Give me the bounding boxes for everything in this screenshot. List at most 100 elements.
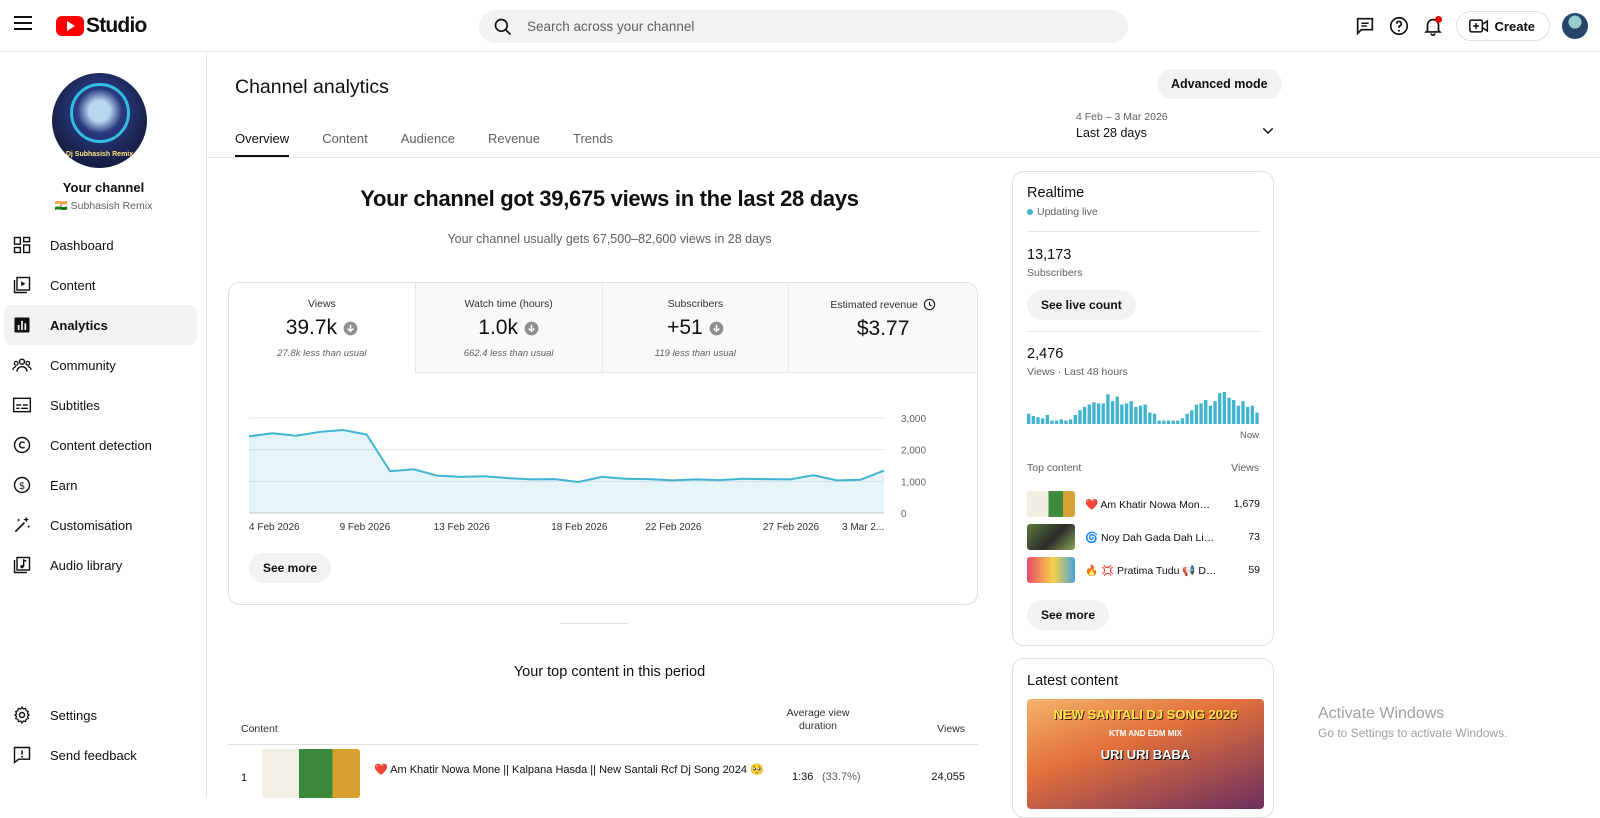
- menu-icon[interactable]: [14, 16, 32, 30]
- realtime-bar[interactable]: [1162, 420, 1166, 424]
- column-average-view-duration[interactable]: Average view duration: [786, 707, 850, 732]
- realtime-bar[interactable]: [1120, 404, 1124, 424]
- realtime-bar[interactable]: [1180, 418, 1185, 424]
- realtime-bar[interactable]: [1148, 412, 1152, 424]
- sidebar-item-settings[interactable]: Settings: [4, 695, 197, 735]
- realtime-bar[interactable]: [1124, 403, 1129, 424]
- metric-views[interactable]: Views 39.7k 27.8k less than usual: [229, 283, 416, 373]
- realtime-bar[interactable]: [1138, 405, 1143, 424]
- youtube-logo-icon: [56, 16, 84, 36]
- sidebar-item-subtitles[interactable]: Subtitles: [4, 385, 197, 425]
- tab-audience[interactable]: Audience: [400, 131, 455, 146]
- realtime-bar[interactable]: [1213, 401, 1217, 424]
- realtime-bar[interactable]: [1115, 396, 1119, 424]
- search-input[interactable]: [527, 19, 1087, 34]
- realtime-bar[interactable]: [1036, 417, 1040, 424]
- see-more-button[interactable]: See more: [249, 553, 332, 583]
- realtime-bar[interactable]: [1218, 393, 1222, 424]
- table-row[interactable]: 1 ❤️ Am Khatir Nowa Mone || Kalpana Hasd…: [228, 746, 978, 798]
- metric-estimated-revenue[interactable]: Estimated revenue $3.77: [789, 283, 977, 373]
- realtime-bar[interactable]: [1199, 403, 1203, 424]
- realtime-bar[interactable]: [1176, 420, 1180, 424]
- metric-watch-time[interactable]: Watch time (hours) 1.0k 662.4 less than …: [415, 283, 603, 373]
- metric-subscribers[interactable]: Subscribers +51 119 less than usual: [602, 283, 790, 373]
- realtime-bar[interactable]: [1190, 410, 1194, 424]
- realtime-bar[interactable]: [1129, 401, 1133, 424]
- sidebar-item-dashboard[interactable]: Dashboard: [4, 225, 197, 265]
- tab-revenue[interactable]: Revenue: [487, 131, 540, 146]
- video-thumbnail[interactable]: [262, 749, 360, 798]
- realtime-bar[interactable]: [1204, 400, 1208, 424]
- realtime-bar[interactable]: [1232, 400, 1236, 424]
- create-button[interactable]: Create: [1455, 11, 1550, 41]
- studio-logo[interactable]: Studio: [56, 14, 147, 38]
- sidebar-item-community[interactable]: Community: [4, 345, 197, 385]
- see-live-count-button[interactable]: See live count: [1027, 290, 1136, 320]
- date-range-picker[interactable]: 4 Feb – 3 Mar 2026 Last 28 days: [1076, 111, 1276, 140]
- realtime-bar[interactable]: [1222, 392, 1227, 424]
- dollar-icon: $: [13, 476, 31, 494]
- list-item[interactable]: ❤️ Am Khatir Nowa Mon… 1,679: [1027, 491, 1260, 517]
- advanced-mode-button[interactable]: Advanced mode: [1157, 69, 1282, 99]
- realtime-bar[interactable]: [1045, 414, 1049, 424]
- list-item[interactable]: 🌀 Noy Dah Gada Dah Lingi … 73: [1027, 524, 1260, 550]
- realtime-bar[interactable]: [1250, 405, 1255, 424]
- realtime-bar[interactable]: [1101, 403, 1105, 424]
- realtime-bar[interactable]: [1194, 404, 1199, 424]
- tab-trends[interactable]: Trends: [573, 131, 613, 146]
- sidebar-item-customisation[interactable]: Customisation: [4, 505, 197, 545]
- realtime-bar[interactable]: [1241, 401, 1245, 424]
- realtime-bar[interactable]: [1059, 419, 1063, 424]
- realtime-bar[interactable]: [1073, 414, 1077, 424]
- realtime-bar[interactable]: [1227, 397, 1231, 424]
- row-title[interactable]: ❤️ Am Khatir Nowa Mone || Kalpana Hasda …: [374, 764, 764, 776]
- realtime-bar[interactable]: [1050, 420, 1054, 424]
- realtime-bar[interactable]: [1054, 420, 1059, 424]
- realtime-bar[interactable]: [1040, 418, 1045, 424]
- comments-icon[interactable]: [1348, 9, 1382, 43]
- channel-avatar[interactable]: Dj Subhasish Remix: [52, 73, 147, 168]
- realtime-bar[interactable]: [1031, 416, 1036, 424]
- realtime-bar[interactable]: [1110, 401, 1115, 424]
- realtime-bar[interactable]: [1134, 406, 1138, 424]
- svg-text:$: $: [19, 481, 25, 492]
- realtime-bar[interactable]: [1157, 420, 1161, 424]
- realtime-bar[interactable]: [1096, 403, 1101, 424]
- tab-content[interactable]: Content: [322, 131, 368, 146]
- views-line[interactable]: [248, 429, 885, 483]
- realtime-bar[interactable]: [1064, 420, 1068, 424]
- search-bar[interactable]: [479, 10, 1128, 43]
- realtime-bar[interactable]: [1092, 402, 1096, 424]
- subtitles-icon: [12, 397, 32, 413]
- realtime-bar[interactable]: [1152, 413, 1157, 424]
- tab-overview[interactable]: Overview: [235, 119, 290, 157]
- sidebar-item-audio-library[interactable]: Audio library: [4, 545, 197, 585]
- realtime-bar[interactable]: [1068, 419, 1073, 424]
- realtime-bar[interactable]: [1106, 394, 1110, 424]
- sidebar-item-send-feedback[interactable]: Send feedback: [4, 735, 197, 775]
- realtime-bar[interactable]: [1236, 405, 1241, 424]
- realtime-bar[interactable]: [1166, 420, 1171, 424]
- notifications-icon[interactable]: [1416, 9, 1450, 43]
- sidebar-item-earn[interactable]: $ Earn: [4, 465, 197, 505]
- realtime-bar[interactable]: [1171, 420, 1175, 424]
- realtime-bar[interactable]: [1082, 406, 1087, 424]
- realtime-bar[interactable]: [1255, 412, 1259, 424]
- realtime-bar[interactable]: [1078, 410, 1082, 424]
- list-item[interactable]: 🔥 💢 Pratima Tudu 📢 Dah… 59: [1027, 557, 1260, 583]
- sidebar-item-content-detection[interactable]: Content detection: [4, 425, 197, 465]
- column-views[interactable]: Views: [937, 723, 965, 735]
- realtime-bar[interactable]: [1208, 405, 1213, 424]
- sidebar-item-content[interactable]: Content: [4, 265, 197, 305]
- realtime-bar[interactable]: [1087, 404, 1091, 424]
- latest-video-thumbnail[interactable]: NEW SANTALI DJ SONG 2026 KTM AND EDM MIX…: [1027, 699, 1264, 809]
- realtime-bar[interactable]: [1027, 413, 1031, 424]
- realtime-see-more-button[interactable]: See more: [1027, 600, 1110, 630]
- sidebar-item-label: Subtitles: [50, 397, 100, 413]
- help-icon[interactable]: [1382, 9, 1416, 43]
- sidebar-item-analytics[interactable]: Analytics: [4, 305, 197, 345]
- account-avatar[interactable]: [1562, 13, 1588, 39]
- realtime-bar[interactable]: [1185, 413, 1189, 424]
- realtime-bar[interactable]: [1246, 406, 1250, 424]
- realtime-bar[interactable]: [1143, 404, 1147, 424]
